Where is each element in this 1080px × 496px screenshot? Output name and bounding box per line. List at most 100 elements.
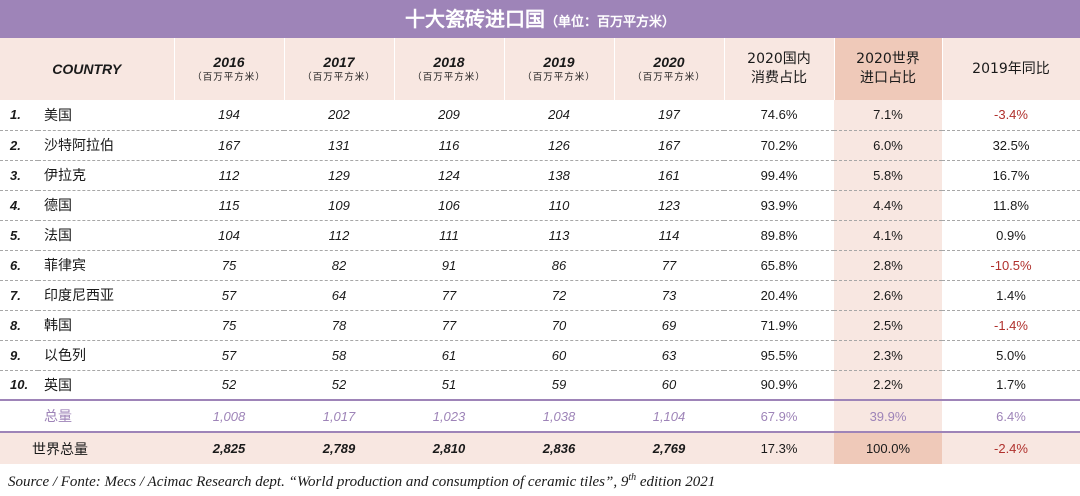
row-value-2020: 60 bbox=[614, 370, 724, 401]
row-consumption-share: 20.4% bbox=[724, 280, 834, 311]
country-column-header: COUNTRY bbox=[0, 38, 175, 100]
row-import-share: 2.3% bbox=[834, 340, 942, 371]
row-country: 菲律宾 bbox=[38, 250, 174, 281]
row-yoy: 0.9% bbox=[942, 220, 1080, 251]
row-value-2019: 204 bbox=[504, 100, 614, 131]
table-row: 1. 美国 194 202 209 204 197 74.6% 7.1% -3.4% bbox=[0, 100, 1080, 131]
row-country: 美国 bbox=[38, 100, 174, 131]
row-country: 韩国 bbox=[38, 310, 174, 341]
year-label: 2019 bbox=[543, 54, 575, 70]
row-value-2016: 52 bbox=[174, 370, 284, 401]
row-country: 以色列 bbox=[38, 340, 174, 371]
row-country: 沙特阿拉伯 bbox=[38, 130, 174, 161]
row-value-2020: 63 bbox=[614, 340, 724, 371]
row-country: 印度尼西亚 bbox=[38, 280, 174, 311]
row-value-2020: 114 bbox=[614, 220, 724, 251]
row-rank: 9. bbox=[0, 340, 38, 371]
subtotal-value: 1,017 bbox=[284, 399, 394, 432]
year-unit: （百万平方米） bbox=[192, 72, 266, 83]
subtotal-consumption-share: 67.9% bbox=[724, 399, 834, 432]
row-country: 伊拉克 bbox=[38, 160, 174, 191]
year-column-header: 2019 （百万平方米） bbox=[504, 38, 615, 100]
year-unit: （百万平方米） bbox=[302, 72, 376, 83]
row-consumption-share: 99.4% bbox=[724, 160, 834, 191]
row-rank: 3. bbox=[0, 160, 38, 191]
table-row: 5. 法国 104 112 111 113 114 89.8% 4.1% 0.9% bbox=[0, 220, 1080, 251]
row-import-share: 2.6% bbox=[834, 280, 942, 311]
row-consumption-share: 95.5% bbox=[724, 340, 834, 371]
row-value-2020: 197 bbox=[614, 100, 724, 131]
row-country: 德国 bbox=[38, 190, 174, 221]
row-value-2019: 59 bbox=[504, 370, 614, 401]
table-header-row: COUNTRY 2016 （百万平方米） 2017 （百万平方米） 2018 （百万平… bbox=[0, 38, 1080, 100]
import-share-header: 2020世界 进口占比 bbox=[834, 38, 943, 100]
world-total-value: 2,836 bbox=[504, 431, 614, 464]
subtotal-value: 1,038 bbox=[504, 399, 614, 432]
row-import-share: 2.5% bbox=[834, 310, 942, 341]
world-consumption-share: 17.3% bbox=[724, 431, 834, 464]
world-yoy: -2.4% bbox=[942, 431, 1080, 464]
year-label: 2017 bbox=[323, 54, 355, 70]
table-row: 4. 德国 115 109 106 110 123 93.9% 4.4% 11.8% bbox=[0, 190, 1080, 221]
year-column-header: 2020 （百万平方米） bbox=[614, 38, 725, 100]
row-consumption-share: 70.2% bbox=[724, 130, 834, 161]
row-import-share: 7.1% bbox=[834, 100, 942, 131]
row-value-2019: 113 bbox=[504, 220, 614, 251]
table-title-bar: 十大瓷砖进口国（单位：百万平方米） bbox=[0, 0, 1080, 38]
table-row: 9. 以色列 57 58 61 60 63 95.5% 2.3% 5.0% bbox=[0, 340, 1080, 371]
row-rank: 1. bbox=[0, 100, 38, 131]
row-value-2020: 161 bbox=[614, 160, 724, 191]
row-value-2020: 167 bbox=[614, 130, 724, 161]
table-body: 1. 美国 194 202 209 204 197 74.6% 7.1% -3.4% 2. 沙特阿拉伯… bbox=[0, 100, 1080, 401]
year-unit: （百万平方米） bbox=[412, 72, 486, 83]
row-consumption-share: 93.9% bbox=[724, 190, 834, 221]
row-value-2018: 106 bbox=[394, 190, 504, 221]
row-value-2019: 60 bbox=[504, 340, 614, 371]
row-rank: 10. bbox=[0, 370, 38, 401]
year-unit: （百万平方米） bbox=[632, 72, 706, 83]
row-consumption-share: 90.9% bbox=[724, 370, 834, 401]
row-value-2016: 167 bbox=[174, 130, 284, 161]
row-consumption-share: 71.9% bbox=[724, 310, 834, 341]
row-import-share: 4.4% bbox=[834, 190, 942, 221]
row-value-2019: 110 bbox=[504, 190, 614, 221]
subtotal-value: 1,008 bbox=[174, 399, 284, 432]
subtotal-label: 总量 bbox=[0, 399, 174, 432]
row-value-2019: 126 bbox=[504, 130, 614, 161]
table-row: 10. 英国 52 52 51 59 60 90.9% 2.2% 1.7% bbox=[0, 370, 1080, 401]
row-import-share: 2.2% bbox=[834, 370, 942, 401]
row-value-2016: 75 bbox=[174, 250, 284, 281]
world-total-label: 世界总量 bbox=[0, 431, 174, 464]
row-value-2017: 52 bbox=[284, 370, 394, 401]
row-rank: 2. bbox=[0, 130, 38, 161]
row-yoy: 16.7% bbox=[942, 160, 1080, 191]
subtotal-value: 1,104 bbox=[614, 399, 724, 432]
row-value-2018: 116 bbox=[394, 130, 504, 161]
table-row: 2. 沙特阿拉伯 167 131 116 126 167 70.2% 6.0% 32.5% bbox=[0, 130, 1080, 161]
row-rank: 7. bbox=[0, 280, 38, 311]
row-value-2016: 194 bbox=[174, 100, 284, 131]
row-value-2020: 123 bbox=[614, 190, 724, 221]
row-value-2020: 73 bbox=[614, 280, 724, 311]
row-value-2018: 124 bbox=[394, 160, 504, 191]
row-value-2018: 61 bbox=[394, 340, 504, 371]
row-country: 法国 bbox=[38, 220, 174, 251]
row-value-2019: 86 bbox=[504, 250, 614, 281]
row-value-2019: 138 bbox=[504, 160, 614, 191]
table-title: 十大瓷砖进口国 bbox=[404, 7, 545, 31]
row-yoy: -3.4% bbox=[942, 100, 1080, 131]
world-total-row: 世界总量 2,825 2,789 2,810 2,836 2,769 17.3%… bbox=[0, 431, 1080, 464]
year-unit: （百万平方米） bbox=[522, 72, 596, 83]
table-row: 3. 伊拉克 112 129 124 138 161 99.4% 5.8% 16.7% bbox=[0, 160, 1080, 191]
row-value-2017: 82 bbox=[284, 250, 394, 281]
row-import-share: 5.8% bbox=[834, 160, 942, 191]
row-country: 英国 bbox=[38, 370, 174, 401]
row-value-2018: 77 bbox=[394, 280, 504, 311]
subtotal-row: 总量 1,008 1,017 1,023 1,038 1,104 67.9% 3… bbox=[0, 399, 1080, 432]
row-value-2017: 64 bbox=[284, 280, 394, 311]
import-table: COUNTRY 2016 （百万平方米） 2017 （百万平方米） 2018 （百万平… bbox=[0, 38, 1080, 464]
row-import-share: 2.8% bbox=[834, 250, 942, 281]
row-value-2016: 57 bbox=[174, 280, 284, 311]
table-unit: （单位：百万平方米） bbox=[544, 15, 675, 30]
row-consumption-share: 65.8% bbox=[724, 250, 834, 281]
